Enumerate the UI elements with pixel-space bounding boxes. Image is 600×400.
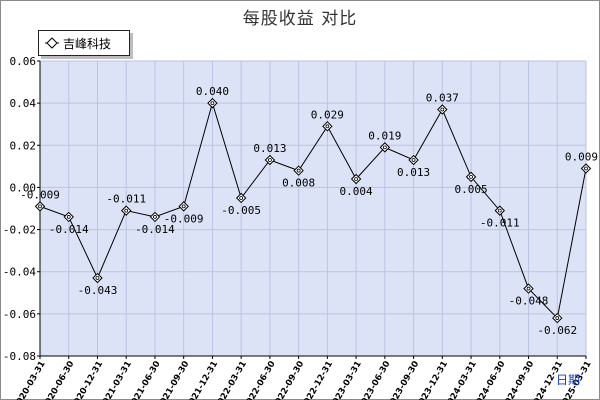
data-point-center — [584, 166, 588, 171]
data-point — [149, 211, 161, 223]
data-point-center — [95, 276, 100, 280]
data-label: 0.004 — [340, 185, 373, 198]
y-tick-label: -0.02 — [3, 224, 36, 237]
data-label: -0.011 — [480, 217, 520, 230]
data-point — [121, 205, 132, 216]
data-point-center — [354, 177, 359, 181]
data-label: -0.011 — [106, 193, 146, 206]
y-tick-label: -0.06 — [3, 308, 36, 321]
data-point-center — [325, 124, 330, 129]
data-label: -0.009 — [20, 188, 60, 201]
data-label: -0.009 — [164, 212, 204, 225]
y-tick-label: -0.04 — [3, 266, 36, 279]
data-point — [264, 154, 276, 166]
data-point — [379, 142, 391, 153]
data-label: -0.014 — [49, 223, 89, 236]
data-point — [322, 121, 333, 132]
data-point — [494, 205, 505, 216]
data-point — [92, 272, 103, 284]
data-label: 0.019 — [368, 129, 401, 142]
plot-area — [40, 61, 586, 356]
data-point — [293, 165, 304, 176]
data-point-center — [124, 208, 129, 213]
y-tick-label: 0.00 — [10, 181, 37, 194]
data-point-center — [210, 101, 215, 106]
data-label: 0.013 — [253, 142, 286, 155]
data-point — [207, 97, 218, 109]
series-line-layer — [39, 101, 587, 320]
y-tick-label: 0.04 — [10, 97, 37, 110]
data-point-center — [153, 215, 157, 219]
x-axis-label: 日期 — [556, 373, 580, 387]
data-label: -0.005 — [221, 204, 261, 217]
x-tick-label: 2020-03-31 — [12, 359, 48, 400]
y-axis-ticks: -0.08 -0.06 -0.04 -0.02 0.00 0.02 0.04 0.06 — [3, 55, 40, 363]
data-label: 0.040 — [196, 85, 229, 98]
y-tick-label: 0.02 — [10, 139, 37, 152]
data-point — [178, 201, 189, 212]
data-point-center — [555, 316, 560, 320]
data-points-layer — [34, 97, 592, 324]
data-point-center — [469, 174, 473, 179]
data-label: -0.048 — [509, 295, 549, 308]
chart-title: 每股收益 对比 — [242, 9, 358, 29]
data-label: 0.013 — [397, 166, 430, 179]
data-point-center — [239, 196, 244, 200]
series-line — [39, 101, 587, 320]
data-point — [408, 154, 419, 166]
data-point — [350, 173, 362, 185]
y-tick-label: -0.08 — [3, 350, 36, 363]
data-point-center — [382, 145, 387, 150]
data-label: 0.029 — [311, 108, 344, 121]
data-point-center — [267, 158, 272, 162]
legend-marker-icon — [45, 37, 59, 49]
data-label: -0.014 — [135, 223, 175, 236]
data-label: 0.005 — [454, 183, 487, 196]
data-labels-layer: -0.009-0.014-0.043-0.011-0.014-0.0090.04… — [20, 85, 598, 337]
data-label: -0.043 — [78, 284, 118, 297]
data-point — [63, 211, 74, 223]
y-tick-label: 0.06 — [10, 55, 37, 68]
data-label: 0.037 — [426, 91, 459, 104]
data-point-center — [440, 107, 445, 112]
chart-legend: 吉峰科技 — [38, 30, 130, 56]
data-point — [465, 171, 477, 183]
data-point-center — [296, 168, 301, 173]
data-point — [235, 192, 247, 204]
data-point-center — [66, 215, 71, 219]
data-label: 0.008 — [282, 177, 315, 190]
legend-series-name: 吉峰科技 — [63, 36, 112, 51]
data-label: -0.062 — [537, 324, 577, 337]
data-point — [523, 283, 534, 294]
data-point — [580, 163, 592, 174]
data-point — [437, 104, 448, 115]
data-point-center — [497, 208, 502, 213]
x-axis-ticks: 2020-03-312020-06-302020-12-312021-03-31… — [12, 356, 594, 400]
data-label: 0.009 — [565, 150, 598, 163]
data-point — [34, 201, 46, 212]
data-point-center — [181, 204, 186, 209]
data-point-center — [38, 204, 42, 209]
data-point — [552, 312, 563, 324]
data-point-center — [411, 158, 416, 162]
data-point-center — [526, 286, 531, 291]
